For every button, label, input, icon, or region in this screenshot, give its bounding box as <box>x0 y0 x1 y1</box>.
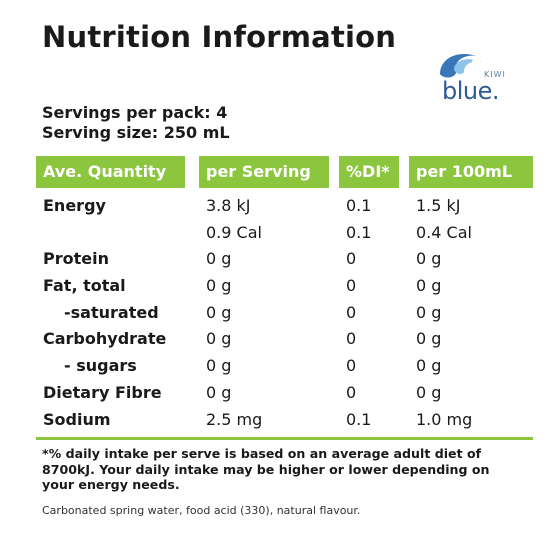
table-row: Protein 0 g 0 0 g <box>36 246 533 273</box>
per-100ml-value: 0 g <box>416 302 442 322</box>
di-value: 0.1 <box>346 222 372 242</box>
footnote: *% daily intake per serve is based on an… <box>42 446 490 492</box>
nutrient-name: Protein <box>43 249 109 269</box>
per-100ml-value: 1.5 kJ <box>416 196 461 215</box>
servings-per-pack: Servings per pack: 4 <box>42 103 228 122</box>
page-title: Nutrition Information <box>42 20 397 54</box>
nutrient-name: Sodium <box>43 409 111 429</box>
di-value: 0.1 <box>346 196 372 215</box>
divider <box>36 437 533 440</box>
nutrient-name: Carbohydrate <box>43 329 167 349</box>
brand-logo: KIWI blue. <box>436 50 524 106</box>
serving-size: Serving size: 250 mL <box>42 123 230 142</box>
per-serving-value: 2.5 mg <box>206 409 263 429</box>
nutrient-name: -saturated <box>64 302 159 322</box>
header-ave-quantity: Ave. Quantity <box>36 156 185 188</box>
di-value: 0 <box>346 302 357 322</box>
nutrient-name: Fat, total <box>43 276 126 296</box>
nutrient-name: Energy <box>43 196 106 215</box>
per-serving-value: 0 g <box>206 276 232 296</box>
per-100ml-value: 0 g <box>416 249 442 269</box>
header-per-100ml: per 100mL <box>409 156 533 188</box>
per-serving-value: 0 g <box>206 249 232 269</box>
di-value: 0 <box>346 329 357 349</box>
per-100ml-value: 1.0 mg <box>416 409 473 429</box>
table-row: Fat, total 0 g 0 0 g <box>36 273 533 300</box>
table-row: - sugars 0 g 0 0 g <box>36 353 533 380</box>
table-header: Ave. Quantity per Serving %DI* per 100mL <box>36 156 533 188</box>
serving-info: Servings per pack: 4 Serving size: 250 m… <box>42 103 230 143</box>
per-100ml-value: 0 g <box>416 329 442 349</box>
table-row: Dietary Fibre 0 g 0 0 g <box>36 380 533 407</box>
di-value: 0 <box>346 356 357 376</box>
table-row: 0.9 Cal 0.1 0.4 Cal <box>36 220 533 247</box>
per-100ml-value: 0 g <box>416 356 442 376</box>
di-value: 0 <box>346 276 357 296</box>
ingredients: Carbonated spring water, food acid (330)… <box>42 504 361 517</box>
per-serving-value: 0 g <box>206 302 232 322</box>
di-value: 0 <box>346 382 357 402</box>
per-serving-value: 0 g <box>206 356 232 376</box>
di-value: 0.1 <box>346 409 372 429</box>
per-serving-value: 0 g <box>206 382 232 402</box>
header-per-serving: per Serving <box>199 156 329 188</box>
nutrient-name: Dietary Fibre <box>43 382 162 402</box>
per-100ml-value: 0 g <box>416 382 442 402</box>
table-row: Energy 3.8 kJ 0.1 1.5 kJ <box>36 193 533 220</box>
di-value: 0 <box>346 249 357 269</box>
table-row: -saturated 0 g 0 0 g <box>36 300 533 327</box>
per-serving-value: 0.9 Cal <box>206 222 262 242</box>
logo-small-text: KIWI <box>484 70 506 79</box>
nutrient-name: - sugars <box>64 356 137 376</box>
wave-logo-icon <box>440 54 482 78</box>
table-row: Sodium 2.5 mg 0.1 1.0 mg <box>36 407 533 434</box>
per-serving-value: 0 g <box>206 329 232 349</box>
per-serving-value: 3.8 kJ <box>206 196 251 215</box>
nutrition-table: Ave. Quantity per Serving %DI* per 100mL… <box>36 156 533 433</box>
logo-brand-text: blue. <box>442 77 500 105</box>
table-row: Carbohydrate 0 g 0 0 g <box>36 326 533 353</box>
per-100ml-value: 0 g <box>416 276 442 296</box>
per-100ml-value: 0.4 Cal <box>416 222 472 242</box>
table-body: Energy 3.8 kJ 0.1 1.5 kJ 0.9 Cal 0.1 0.4 Cal Pr… <box>36 193 533 433</box>
header-di: %DI* <box>339 156 399 188</box>
